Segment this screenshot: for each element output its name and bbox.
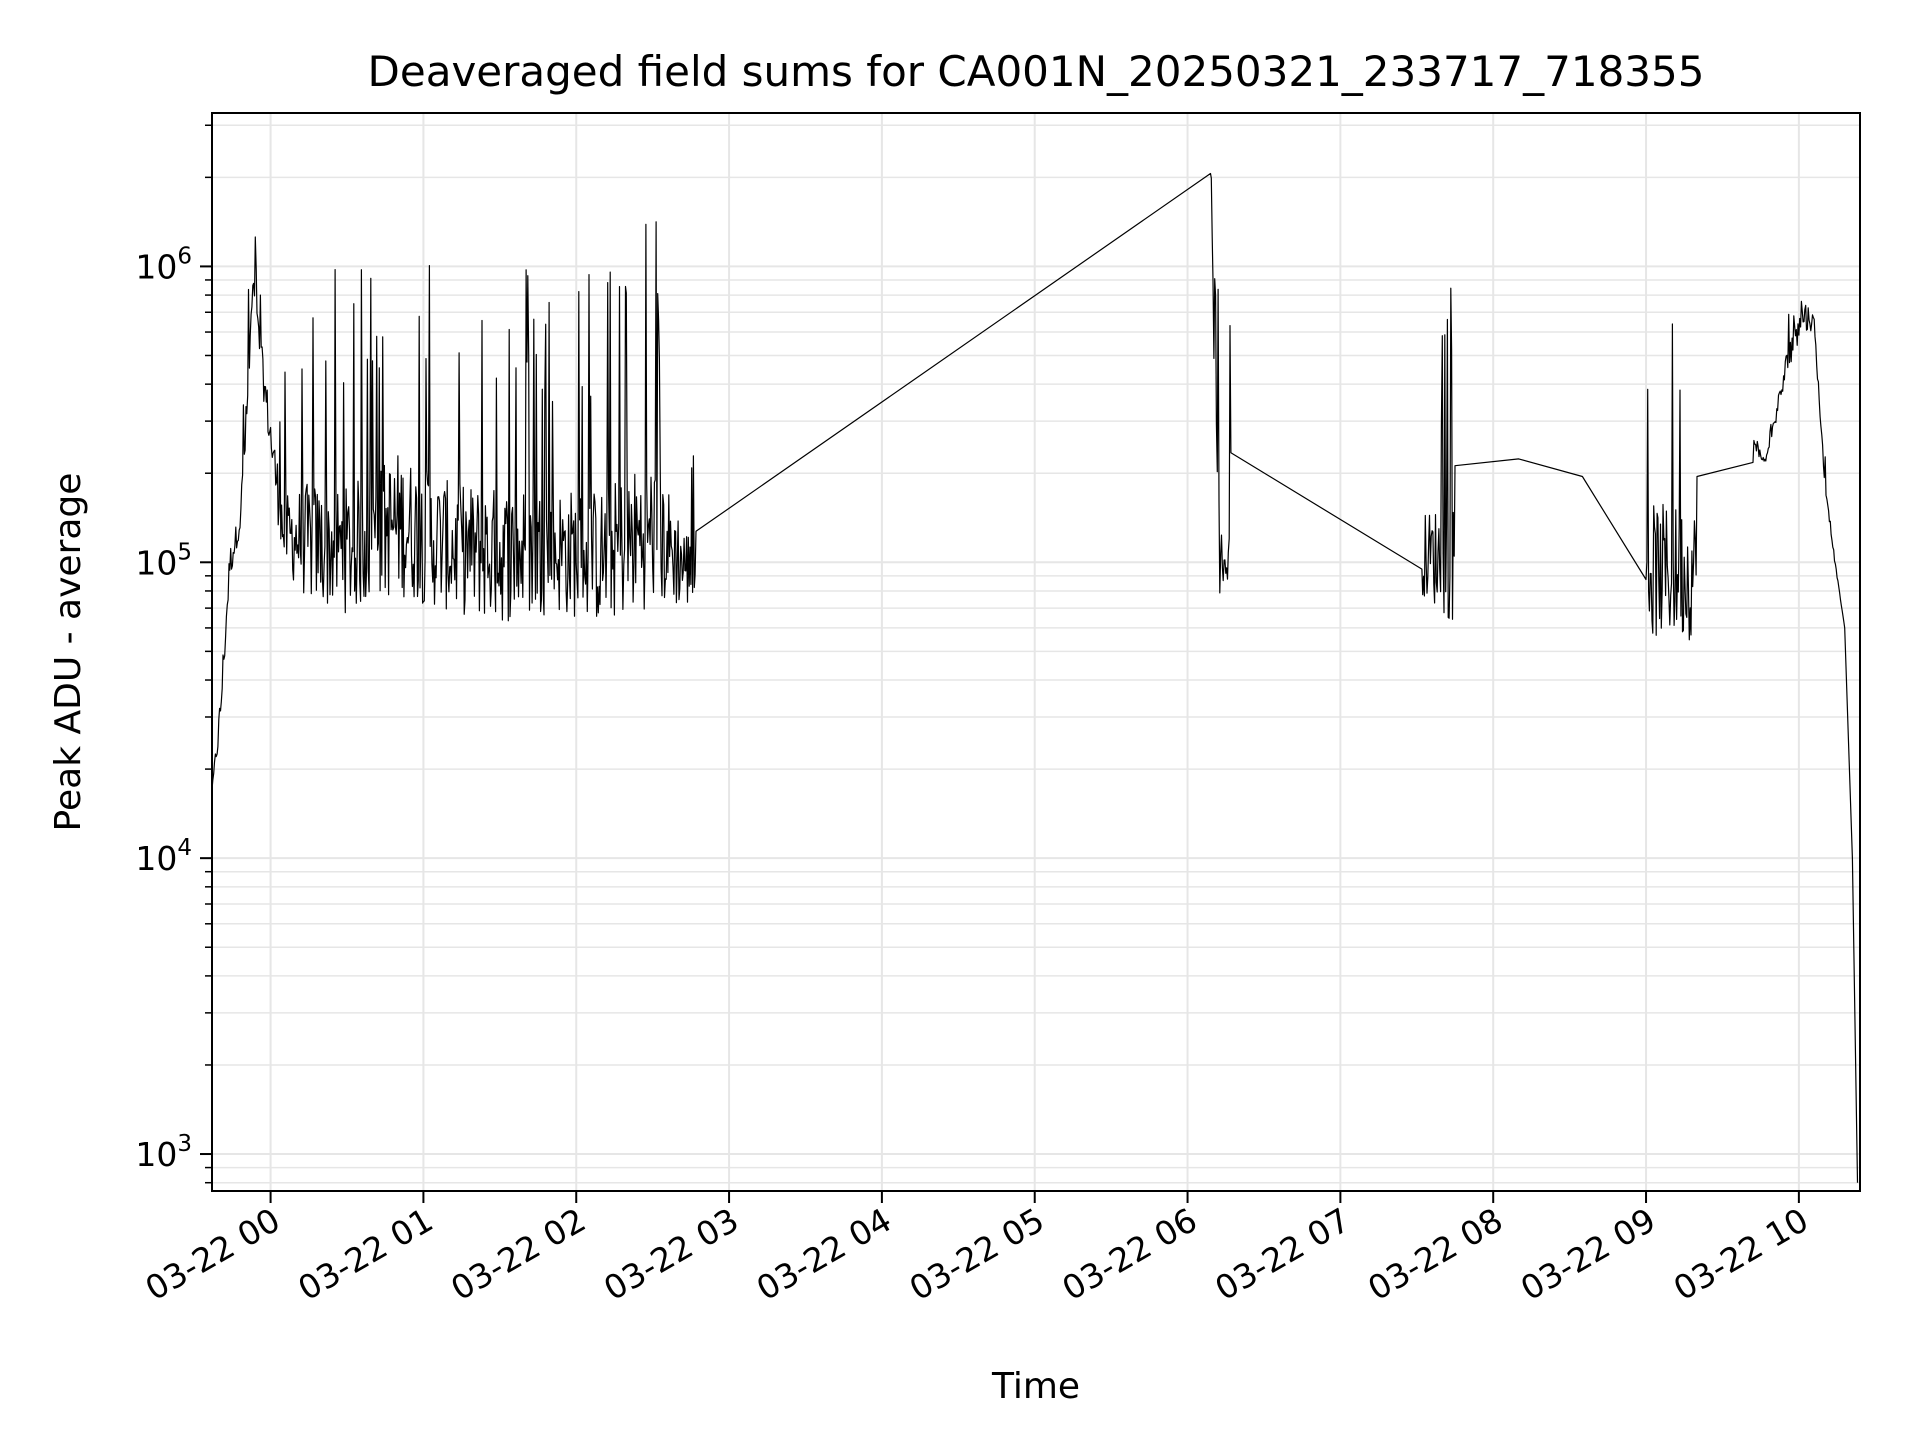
x-tick-label: 03-22 01 xyxy=(291,1200,439,1308)
x-tick-label: 03-22 03 xyxy=(597,1200,745,1308)
series-area xyxy=(212,172,1859,1183)
x-tick-label: 03-22 00 xyxy=(139,1200,287,1308)
y-tick-label: 106 xyxy=(135,243,192,286)
y-axis-ticks: 103 104 105 106 xyxy=(135,124,212,1184)
x-tick-label: 03-22 10 xyxy=(1667,1200,1815,1308)
y-tick-label: 103 xyxy=(135,1131,192,1174)
x-axis-ticks: 03-22 00 03-22 01 03-22 02 03-22 03 03-22 04… xyxy=(139,1191,1815,1308)
x-tick-label: 03-22 06 xyxy=(1056,1200,1204,1308)
x-tick-label: 03-22 07 xyxy=(1208,1200,1356,1308)
x-tick-label: 03-22 04 xyxy=(750,1200,898,1308)
chart-title: Deaveraged field sums for CA001N_2025032… xyxy=(368,47,1705,96)
y-tick-label: 105 xyxy=(135,539,192,582)
x-tick-label: 03-22 02 xyxy=(444,1200,592,1308)
grid-lines xyxy=(212,113,1860,1191)
x-tick-label: 03-22 05 xyxy=(903,1200,1051,1308)
series-line xyxy=(212,172,1859,1183)
x-tick-label: 03-22 09 xyxy=(1514,1200,1662,1308)
x-axis-label: Time xyxy=(991,1366,1080,1407)
y-tick-label: 104 xyxy=(135,835,192,878)
x-tick-label: 03-22 08 xyxy=(1361,1200,1509,1308)
y-axis-label: Peak ADU - average xyxy=(48,473,89,832)
